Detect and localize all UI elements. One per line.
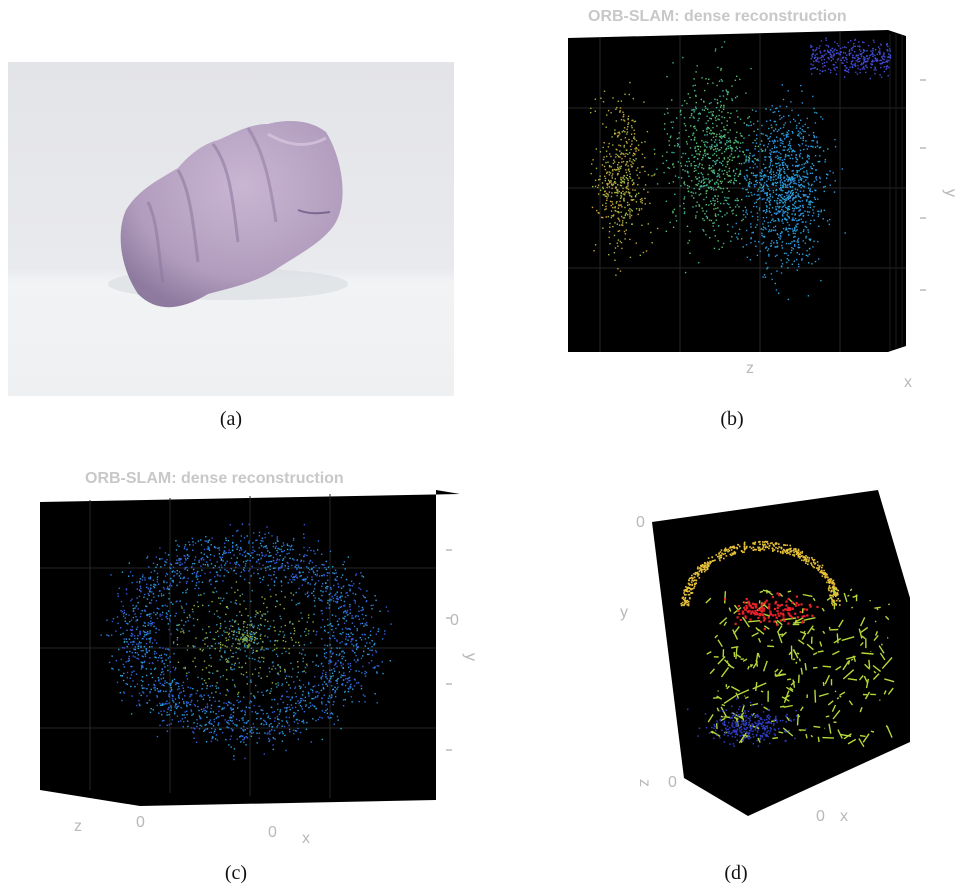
mesh-d bbox=[680, 540, 895, 748]
tick-label-z0-c: 0 bbox=[136, 814, 145, 831]
caption-c: (c) bbox=[224, 862, 248, 884]
panel-b bbox=[560, 28, 960, 394]
tick-label-x0-d: 0 bbox=[816, 808, 825, 825]
axis-label-z-c: z bbox=[74, 818, 82, 835]
panel-a bbox=[8, 62, 454, 396]
mesh-overlay-d bbox=[652, 490, 910, 816]
axis-label-z-d: z bbox=[636, 779, 653, 787]
axis-label-z-b: z bbox=[746, 360, 754, 377]
tick-label-z0-d: 0 bbox=[668, 774, 677, 791]
points-b bbox=[590, 37, 892, 301]
mesh-render bbox=[8, 62, 454, 396]
panel-c-title: ORB-SLAM: dense reconstruction bbox=[85, 470, 344, 487]
axis-label-y-b: y bbox=[942, 189, 959, 197]
panel-c bbox=[40, 488, 480, 834]
mesh-shape bbox=[120, 121, 343, 308]
axis-label-x-d: x bbox=[840, 808, 848, 825]
axis-label-x-c: x bbox=[302, 830, 310, 847]
axis-label-y-c: y bbox=[462, 653, 479, 661]
point-cloud-b bbox=[568, 30, 926, 352]
points-c bbox=[100, 523, 392, 761]
panel-b-title: ORB-SLAM: dense reconstruction bbox=[588, 8, 847, 25]
caption-a: (a) bbox=[219, 408, 243, 430]
tick-label-top0-d: 0 bbox=[636, 514, 645, 531]
tick-label-x0-c: 0 bbox=[268, 824, 277, 841]
axis-label-y-d: y bbox=[620, 604, 628, 621]
point-cloud-c bbox=[40, 490, 460, 806]
caption-d: (d) bbox=[724, 862, 748, 884]
caption-b: (b) bbox=[720, 408, 744, 430]
tick-label-y0-c: 0 bbox=[450, 612, 459, 629]
axis-label-x-b: x bbox=[904, 374, 912, 391]
panel-d bbox=[600, 480, 960, 840]
